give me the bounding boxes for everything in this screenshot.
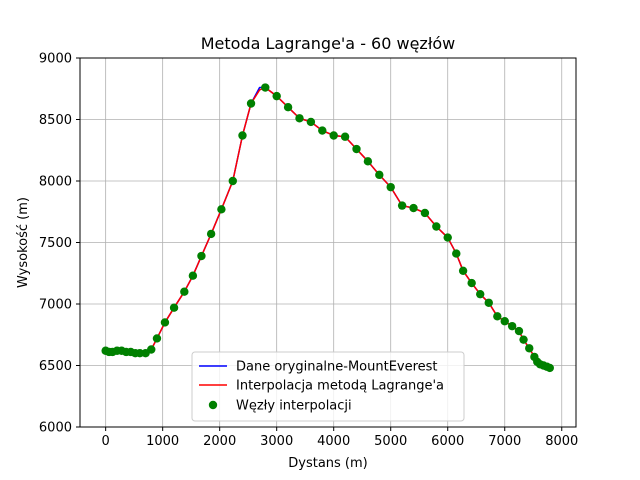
data-point-interpolation-nodes (545, 363, 554, 373)
legend-label-interpolation-nodes: Węzły interpolacji (236, 399, 352, 414)
series-line-original-data (105, 86, 551, 369)
data-point-interpolation-nodes (217, 205, 226, 214)
legend-swatch-interpolation-nodes (208, 400, 218, 410)
x-tick-label: 1000 (146, 434, 179, 449)
data-point-interpolation-nodes (318, 126, 327, 135)
chart-title: Metoda Lagrange'a - 60 węzłów (201, 34, 456, 53)
x-tick-label: 8000 (545, 434, 578, 449)
data-point-interpolation-nodes (493, 312, 502, 321)
y-tick-label: 8000 (39, 175, 72, 190)
data-point-interpolation-nodes (295, 114, 304, 123)
data-point-interpolation-nodes (525, 344, 534, 353)
y-tick-label: 9000 (39, 52, 72, 67)
data-point-interpolation-nodes (514, 326, 524, 336)
data-point-interpolation-nodes (147, 345, 156, 354)
y-tick-label: 6000 (39, 421, 72, 436)
data-point-interpolation-nodes (467, 278, 476, 288)
data-point-interpolation-nodes (261, 83, 270, 92)
data-point-interpolation-nodes (507, 321, 517, 331)
data-point-interpolation-nodes (246, 99, 256, 108)
data-point-interpolation-nodes (476, 289, 485, 299)
data-point-interpolation-nodes (363, 157, 373, 166)
data-point-interpolation-nodes (306, 117, 316, 127)
y-tick-label: 7000 (39, 298, 72, 313)
data-point-interpolation-nodes (409, 203, 418, 213)
data-point-interpolation-nodes (443, 233, 452, 242)
y-tick-label: 6500 (39, 359, 72, 374)
data-point-interpolation-nodes (432, 222, 441, 231)
series-layer (101, 83, 554, 373)
data-point-interpolation-nodes (375, 170, 384, 180)
y-axis-label: Wysokość (m) (16, 197, 31, 288)
x-tick-label: 6000 (431, 434, 464, 449)
data-point-interpolation-nodes (180, 287, 189, 296)
y-tick-label: 8500 (39, 113, 72, 128)
data-point-interpolation-nodes (352, 144, 361, 154)
legend: Dane oryginalne-MountEverest Interpolacj… (191, 351, 465, 422)
data-point-interpolation-nodes (169, 303, 179, 312)
data-point-interpolation-nodes (500, 317, 509, 326)
x-tick-label: 5000 (374, 434, 407, 449)
data-point-interpolation-nodes (397, 201, 407, 210)
y-tick-label: 7500 (39, 236, 72, 251)
data-point-interpolation-nodes (283, 103, 293, 112)
legend-label-lagrange-interpolation: Interpolacja metodą Lagrange'a (236, 379, 444, 394)
data-point-interpolation-nodes (386, 182, 395, 192)
data-point-interpolation-nodes (228, 176, 237, 186)
data-point-interpolation-nodes (197, 251, 206, 261)
legend-label-original-data: Dane oryginalne-MountEverest (236, 360, 438, 375)
data-point-interpolation-nodes (340, 132, 350, 141)
x-tick-label: 4000 (317, 434, 350, 449)
series-line-lagrange-interpolation (105, 86, 551, 369)
data-point-interpolation-nodes (188, 271, 198, 280)
axis-ticks: 0 1000 2000 3000 4000 5000 6000 7000 8000 6000 650… (39, 52, 578, 450)
data-point-interpolation-nodes (238, 131, 247, 140)
x-tick-label: 7000 (488, 434, 521, 449)
data-point-interpolation-nodes (484, 298, 493, 307)
data-point-interpolation-nodes (160, 318, 170, 327)
x-tick-label: 3000 (260, 434, 293, 449)
x-tick-label: 2000 (203, 434, 236, 449)
data-point-interpolation-nodes (329, 131, 338, 140)
x-tick-label: 0 (102, 434, 110, 449)
grid-lines (80, 57, 576, 428)
data-point-interpolation-nodes (152, 334, 162, 343)
data-point-interpolation-nodes (458, 266, 468, 275)
data-point-interpolation-nodes (452, 249, 461, 258)
data-point-interpolation-nodes (272, 91, 281, 101)
data-point-interpolation-nodes (206, 229, 216, 239)
x-axis-label: Dystans (m) (288, 456, 368, 471)
data-point-interpolation-nodes (519, 335, 528, 344)
legend-box (191, 351, 465, 422)
data-point-interpolation-nodes (420, 208, 430, 218)
